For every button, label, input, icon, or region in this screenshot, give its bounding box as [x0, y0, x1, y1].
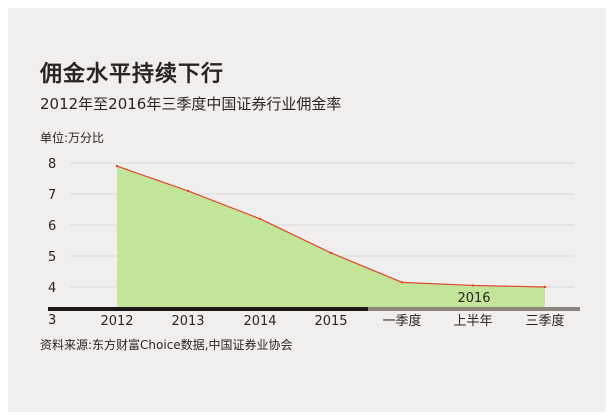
- y-tick-label: 3: [48, 313, 56, 328]
- x-tick-label: 2012: [100, 314, 133, 329]
- y-tick-label: 4: [48, 281, 56, 296]
- x-tick-label: 一季度: [382, 313, 421, 329]
- area-fill: [117, 166, 545, 307]
- chart-subtitle: 2012年至2016年三季度中国证券行业佣金率: [40, 95, 342, 113]
- x-tick-label: 三季度: [525, 313, 564, 329]
- data-point-2015: [329, 251, 333, 255]
- year-annotation-2016: 2016: [457, 291, 490, 306]
- y-tick-label: 6: [48, 219, 56, 234]
- x-tick-label: 2013: [171, 314, 204, 329]
- y-tick-label: 8: [48, 157, 56, 172]
- data-point-上半年: [471, 284, 475, 287]
- source-note: 资料来源:东方财富Choice数据,中国证券业协会: [40, 338, 293, 352]
- data-point-2014: [258, 217, 262, 220]
- x-tick-label: 上半年: [453, 314, 492, 329]
- data-point-2012: [115, 164, 119, 168]
- chart-card: [8, 8, 606, 412]
- y-tick-label: 7: [48, 188, 56, 203]
- chart-title: 佣金水平持续下行: [40, 62, 225, 87]
- x-axis-bar: [48, 307, 368, 311]
- y-tick-label: 5: [48, 250, 56, 265]
- unit-label: 单位:万分比: [40, 131, 105, 145]
- data-point-一季度: [400, 281, 404, 284]
- data-point-2013: [186, 189, 190, 193]
- x-tick-label: 2014: [243, 314, 276, 329]
- x-tick-label: 2015: [314, 314, 347, 329]
- data-point-三季度: [543, 285, 547, 289]
- x-axis-bar-2016: [368, 307, 580, 311]
